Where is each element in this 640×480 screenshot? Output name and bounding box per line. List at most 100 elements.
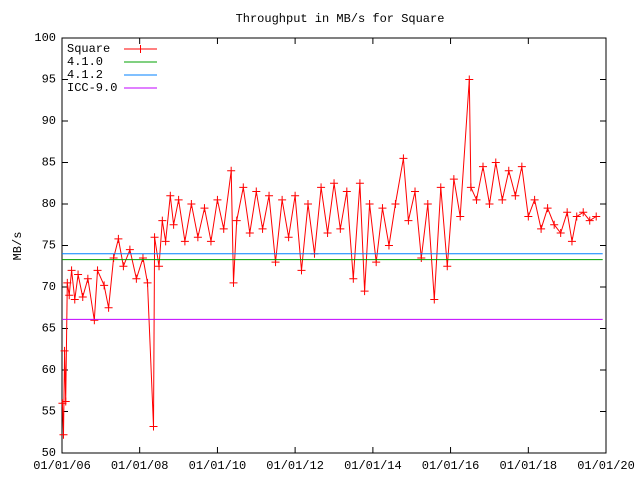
point-marker [479,162,488,171]
point-marker [138,253,147,262]
point-marker [200,204,209,213]
x-tick-label: 01/01/12 [266,459,324,473]
point-marker [443,262,452,271]
point-marker [187,200,196,208]
point-marker [336,224,345,233]
point-marker [537,224,546,233]
point-marker [59,430,68,439]
point-marker [404,216,413,225]
point-marker [132,274,141,283]
point-marker [65,291,74,300]
point-marker [436,183,445,192]
point-marker [430,295,439,304]
x-tick-label: 01/01/06 [33,459,91,473]
point-marker [466,183,475,192]
plot-frame [61,37,607,454]
point-marker [78,292,87,301]
point-marker [378,204,387,213]
point-marker [58,399,67,408]
point-marker [227,166,236,175]
point-marker [284,233,293,242]
point-marker [119,262,128,271]
point-marker [161,237,170,246]
point-marker [83,274,92,283]
point-marker [330,179,339,188]
point-marker [491,158,500,167]
legend-marker [136,45,145,53]
point-marker [258,224,267,233]
x-tick-label: 01/01/08 [111,459,169,473]
point-marker [166,191,175,200]
legend-label: Square [67,42,110,56]
point-marker [70,295,79,304]
point-marker [524,212,533,221]
x-tick-label: 01/01/18 [500,459,558,473]
point-marker [232,216,241,225]
point-marker [291,191,300,200]
legend-label: 4.1.2 [67,68,103,82]
point-marker [556,229,565,238]
point-marker [155,262,164,271]
point-marker [423,200,432,208]
point-marker [563,208,572,217]
point-marker [485,200,494,208]
point-marker [297,266,306,275]
point-marker [391,200,400,208]
y-tick-label: 60 [42,363,56,377]
y-tick-label: 65 [42,322,56,336]
y-tick-label: 95 [42,73,56,87]
point-marker [572,212,581,221]
point-marker [517,162,526,171]
point-marker [114,234,123,243]
point-marker [323,229,332,238]
legend-label: ICC-9.0 [67,81,117,95]
point-marker [150,233,159,242]
y-tick-label: 50 [42,446,56,460]
point-marker [530,195,539,204]
y-tick-label: 100 [34,31,56,45]
point-marker [543,204,552,213]
point-marker [317,183,326,192]
point-marker [109,253,118,262]
point-marker [239,183,248,192]
point-marker [93,266,102,275]
y-tick-label: 90 [42,114,56,128]
y-axis-label: MB/s [11,232,25,261]
point-marker [174,195,183,204]
point-marker [449,175,458,184]
x-tick-label: 01/01/10 [189,459,247,473]
y-tick-label: 70 [42,280,56,294]
point-marker [360,287,369,296]
point-marker [143,278,152,287]
point-marker [585,216,594,225]
point-marker [125,245,134,254]
point-marker [213,195,222,204]
point-marker [180,237,189,246]
point-marker [149,422,158,431]
point-marker [229,278,238,287]
y-tick-label: 75 [42,239,56,253]
point-marker [498,195,507,204]
point-marker [342,187,351,196]
point-marker [511,191,520,200]
point-marker [100,281,109,290]
point-marker [592,212,601,221]
point-marker [63,278,72,287]
y-tick-label: 80 [42,197,56,211]
point-marker [219,224,228,233]
point-marker [169,220,178,229]
point-marker [456,212,465,221]
x-tick-label: 01/01/14 [344,459,402,473]
point-marker [550,220,559,229]
point-marker [472,195,481,204]
point-marker [504,166,513,175]
point-marker [74,270,83,279]
point-marker [365,200,374,208]
point-marker [567,237,576,246]
y-tick-label: 85 [42,156,56,170]
point-marker [349,274,358,283]
point-marker [399,154,408,163]
point-marker [265,191,274,200]
x-tick-label: 01/01/16 [422,459,480,473]
